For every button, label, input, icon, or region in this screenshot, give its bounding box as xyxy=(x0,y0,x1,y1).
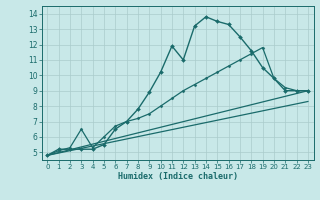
X-axis label: Humidex (Indice chaleur): Humidex (Indice chaleur) xyxy=(118,172,237,181)
